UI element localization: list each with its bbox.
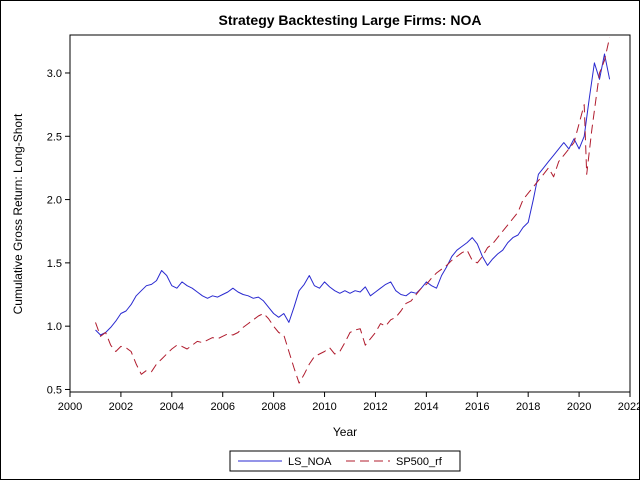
x-tick-label: 2000: [58, 401, 82, 413]
x-tick-label: 2012: [363, 401, 387, 413]
x-axis-title: Year: [333, 425, 357, 439]
series-layer: [95, 37, 611, 384]
x-tick-label: 2018: [516, 401, 540, 413]
y-tick-label: 1.5: [47, 258, 62, 270]
x-tick-label: 2020: [567, 401, 591, 413]
x-tick-label: 2004: [160, 401, 184, 413]
y-tick-label: 3.0: [47, 68, 62, 80]
plot-area: [69, 34, 631, 393]
x-tick-label: 2002: [109, 401, 133, 413]
series-line-ls-noa: [95, 53, 611, 336]
x-tick-label: 2016: [465, 401, 489, 413]
legend-box: [229, 450, 461, 472]
y-axis-title: Cumulative Gross Return: Long-Short: [11, 113, 25, 314]
y-tick-label: 2.0: [47, 195, 62, 207]
x-tick-label: 2006: [210, 401, 234, 413]
legend-label-sp500-rf: SP500_rf: [396, 456, 443, 468]
x-tick-label: 2014: [414, 401, 438, 413]
chart-title: Strategy Backtesting Large Firms: NOA: [219, 12, 482, 28]
y-tick-label: 1.0: [47, 321, 62, 333]
y-axis: 0.5 1.0 1.5 2.0 2.5 3.0: [47, 68, 70, 396]
x-tick-label: 2010: [312, 401, 336, 413]
legend: LS_NOA SP500_rf: [229, 450, 461, 472]
x-axis: 2000 2002 2004 2006 2008 2010 2012 2014 2016 2018…: [58, 392, 640, 413]
x-tick-label: 2022: [618, 401, 640, 413]
legend-label-ls-noa: LS_NOA: [288, 456, 332, 468]
series-line-sp500-rf: [95, 37, 611, 384]
y-tick-label: 0.5: [47, 384, 62, 396]
x-tick-label: 2008: [261, 401, 285, 413]
y-tick-label: 2.5: [47, 131, 62, 143]
